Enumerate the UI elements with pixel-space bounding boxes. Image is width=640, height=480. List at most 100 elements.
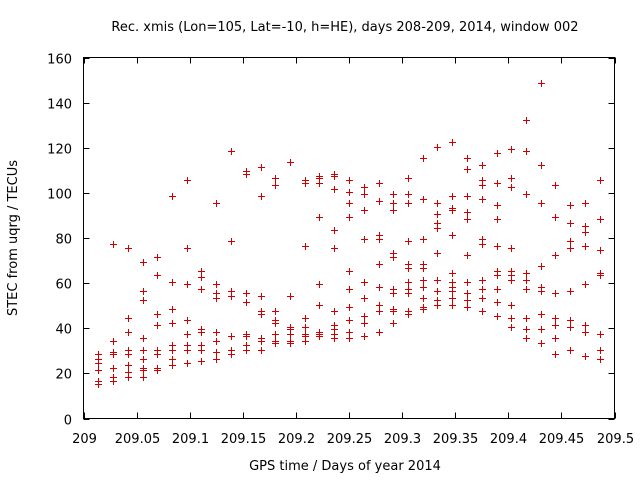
data-point bbox=[361, 207, 368, 214]
data-point bbox=[494, 268, 501, 275]
data-point bbox=[361, 295, 368, 302]
data-point bbox=[140, 356, 147, 363]
data-point bbox=[316, 173, 323, 180]
data-point bbox=[154, 322, 161, 329]
x-tick-label: 209.2 bbox=[278, 432, 315, 447]
data-point bbox=[243, 290, 250, 297]
data-point bbox=[405, 175, 412, 182]
axis-ticks: 209 209.05 209.1 209.15 209.2 209.25 209.3 209.… bbox=[47, 53, 634, 448]
data-point bbox=[538, 326, 545, 333]
data-point bbox=[523, 117, 530, 124]
data-point bbox=[479, 236, 486, 243]
data-point bbox=[449, 270, 456, 277]
x-tick-label: 209.25 bbox=[327, 432, 373, 447]
data-point bbox=[198, 326, 205, 333]
x-tick-label: 209.1 bbox=[172, 432, 209, 447]
data-point bbox=[184, 177, 191, 184]
data-point bbox=[169, 356, 176, 363]
data-point bbox=[464, 193, 471, 200]
data-point bbox=[523, 335, 530, 342]
data-point bbox=[243, 168, 250, 175]
data-point bbox=[110, 349, 117, 356]
data-point bbox=[582, 329, 589, 336]
data-point bbox=[376, 329, 383, 336]
data-point bbox=[272, 331, 279, 338]
data-point bbox=[552, 322, 559, 329]
data-point bbox=[538, 284, 545, 291]
data-point bbox=[538, 263, 545, 270]
data-point bbox=[258, 293, 265, 300]
data-point bbox=[464, 304, 471, 311]
data-point bbox=[331, 322, 338, 329]
data-point bbox=[331, 171, 338, 178]
data-point bbox=[346, 189, 353, 196]
data-point bbox=[508, 184, 515, 191]
data-point bbox=[597, 247, 604, 254]
data-point bbox=[582, 200, 589, 207]
data-point bbox=[272, 182, 279, 189]
data-point bbox=[376, 180, 383, 187]
data-point bbox=[361, 191, 368, 198]
data-point bbox=[494, 299, 501, 306]
data-point bbox=[390, 207, 397, 214]
data-point bbox=[508, 245, 515, 252]
data-point bbox=[538, 311, 545, 318]
data-point bbox=[376, 284, 383, 291]
data-point bbox=[405, 200, 412, 207]
y-axis-label: STEC from uqrg / TECUs bbox=[6, 160, 21, 316]
y-tick-label: 140 bbox=[47, 98, 72, 113]
plot-frame bbox=[83, 57, 615, 419]
y-tick-label: 0 bbox=[64, 414, 72, 429]
data-point bbox=[302, 331, 309, 338]
data-point bbox=[494, 313, 501, 320]
data-point bbox=[228, 347, 235, 354]
x-tick-label: 209.5 bbox=[597, 432, 634, 447]
data-point bbox=[508, 268, 515, 275]
data-point bbox=[154, 254, 161, 261]
data-point bbox=[198, 358, 205, 365]
data-point bbox=[272, 338, 279, 345]
data-point bbox=[213, 349, 220, 356]
data-point bbox=[420, 304, 427, 311]
data-point bbox=[110, 338, 117, 345]
data-point bbox=[110, 365, 117, 372]
data-point bbox=[95, 351, 102, 358]
data-point bbox=[597, 356, 604, 363]
data-point bbox=[582, 223, 589, 230]
data-point bbox=[184, 342, 191, 349]
data-point bbox=[331, 245, 338, 252]
data-point bbox=[523, 277, 530, 284]
data-point bbox=[449, 232, 456, 239]
data-point bbox=[434, 220, 441, 227]
data-point bbox=[449, 279, 456, 286]
data-point bbox=[567, 347, 574, 354]
data-point bbox=[302, 177, 309, 184]
data-point bbox=[169, 320, 176, 327]
data-point bbox=[95, 378, 102, 385]
data-point bbox=[154, 365, 161, 372]
data-point bbox=[582, 243, 589, 250]
x-tick-label: 209.05 bbox=[115, 432, 161, 447]
data-point bbox=[552, 335, 559, 342]
data-point bbox=[523, 286, 530, 293]
data-point bbox=[376, 261, 383, 268]
data-point bbox=[346, 286, 353, 293]
data-point bbox=[125, 315, 132, 322]
data-point bbox=[154, 311, 161, 318]
data-point bbox=[331, 308, 338, 315]
data-point bbox=[140, 374, 147, 381]
data-point bbox=[376, 308, 383, 315]
data-point bbox=[346, 317, 353, 324]
data-point bbox=[434, 250, 441, 257]
data-point bbox=[449, 205, 456, 212]
data-point bbox=[140, 297, 147, 304]
data-point bbox=[184, 360, 191, 367]
data-point bbox=[390, 191, 397, 198]
y-tick-label: 120 bbox=[47, 143, 72, 158]
data-point bbox=[464, 216, 471, 223]
data-point bbox=[434, 200, 441, 207]
data-point bbox=[346, 200, 353, 207]
data-point bbox=[597, 177, 604, 184]
data-point bbox=[390, 286, 397, 293]
data-point bbox=[494, 243, 501, 250]
